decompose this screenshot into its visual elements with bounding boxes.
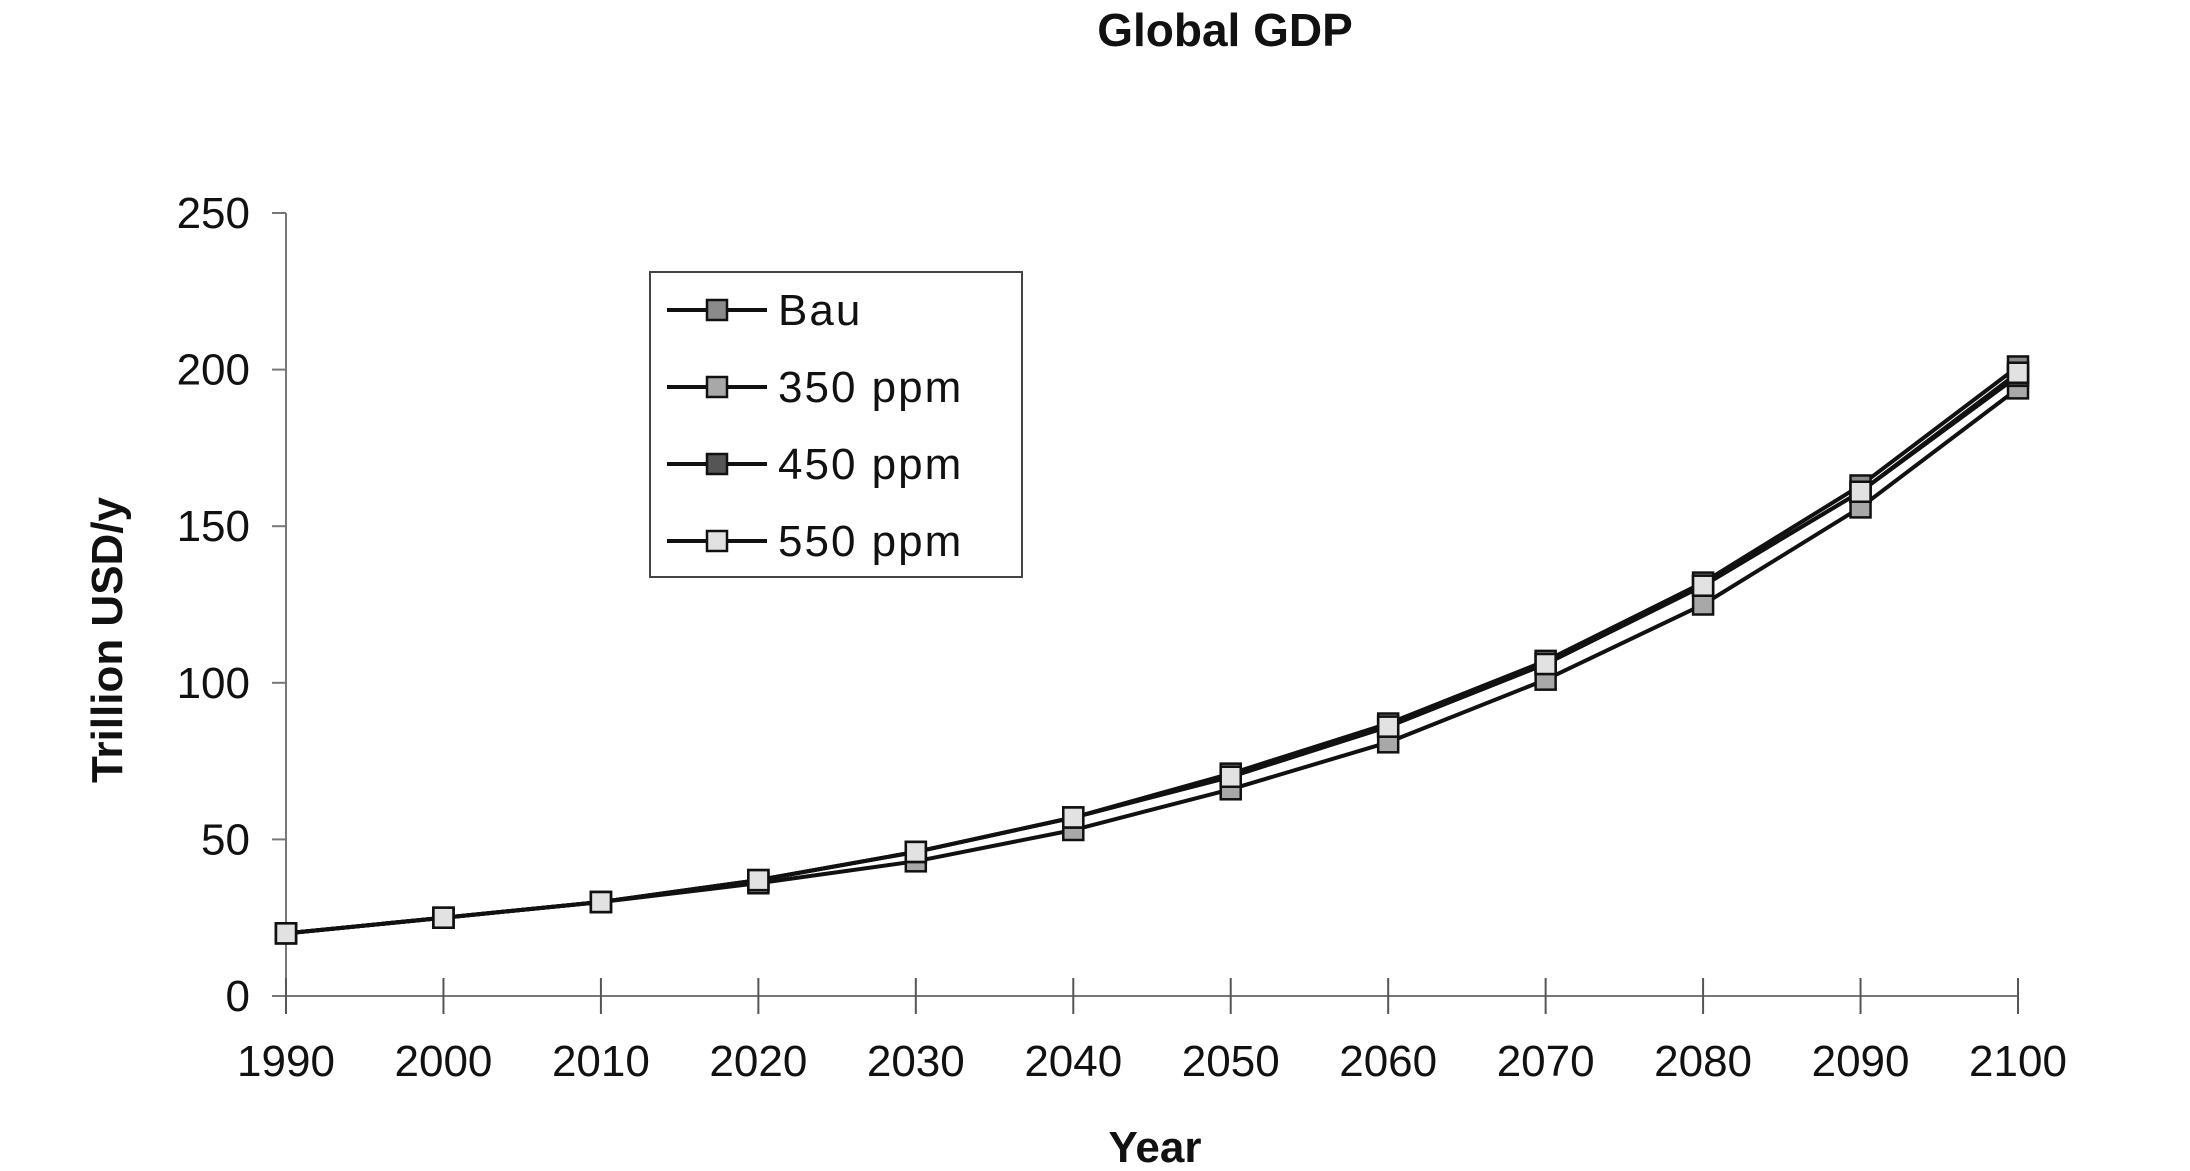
x-tick-label: 2030 (867, 1037, 965, 1086)
series-line (285, 374, 2020, 936)
data-point-marker (2006, 361, 2030, 384)
x-tick-label: 2090 (1812, 1037, 1910, 1086)
x-axis-title: Year (1109, 1123, 1202, 1171)
legend-box (649, 271, 1023, 578)
y-tick-label: 100 (177, 659, 250, 708)
data-point-marker (1691, 593, 1715, 616)
x-tick-label: 2080 (1654, 1037, 1752, 1086)
legend-marker (705, 298, 729, 322)
y-tick-label: 50 (201, 815, 250, 864)
x-tick-label: 2050 (1182, 1037, 1280, 1086)
x-tick-label: 2000 (395, 1037, 493, 1086)
data-point-marker (1849, 480, 1872, 503)
data-point-marker (904, 840, 928, 864)
legend-label: 450 ppm (778, 440, 963, 489)
y-tick-label: 150 (177, 502, 250, 551)
series-line (285, 371, 2020, 936)
legend-marker (705, 375, 729, 399)
series-lines (285, 364, 2020, 936)
x-tick-label: 2040 (1024, 1037, 1122, 1086)
legend: Bau 350 ppm 450 ppm 550 ppm (649, 271, 1023, 578)
data-point-marker (432, 906, 455, 929)
y-axis-title: Trillion USD/y (83, 496, 132, 783)
legend-marker (705, 452, 729, 476)
chart-title: Global GDP (1097, 4, 1353, 56)
legend-label: 350 ppm (778, 363, 963, 412)
x-tick-label: 2020 (709, 1037, 807, 1086)
x-tick-label: 1990 (237, 1037, 335, 1086)
series-line (285, 386, 2020, 936)
y-ticks: 0 50 100 150 200 250 (177, 189, 286, 1021)
y-tick-label: 200 (177, 346, 250, 395)
y-tick-label: 250 (177, 189, 250, 238)
data-point-marker (1376, 715, 1400, 738)
data-point-marker (1691, 574, 1715, 597)
y-tick-label: 0 (226, 972, 250, 1021)
x-tick-label: 2010 (552, 1037, 650, 1086)
data-point-marker (1062, 806, 1085, 829)
legend-label: Bau (778, 286, 862, 335)
x-ticks: 1990 2000 2010 2020 2030 2040 2050 2060 2070 2080… (237, 978, 2067, 1086)
legend-marker (705, 529, 729, 553)
data-point-marker (274, 922, 298, 945)
axes (285, 213, 2018, 997)
x-tick-label: 2100 (1969, 1037, 2067, 1086)
x-tick-label: 2070 (1497, 1037, 1595, 1086)
data-point-marker (1219, 765, 1242, 789)
legend-label: 550 ppm (778, 517, 963, 566)
series-line (285, 364, 2020, 936)
series-markers (274, 355, 2030, 945)
data-point-marker (747, 868, 770, 892)
data-point-marker (589, 890, 613, 914)
x-tick-label: 2060 (1339, 1037, 1437, 1086)
data-point-marker (1534, 652, 1557, 676)
